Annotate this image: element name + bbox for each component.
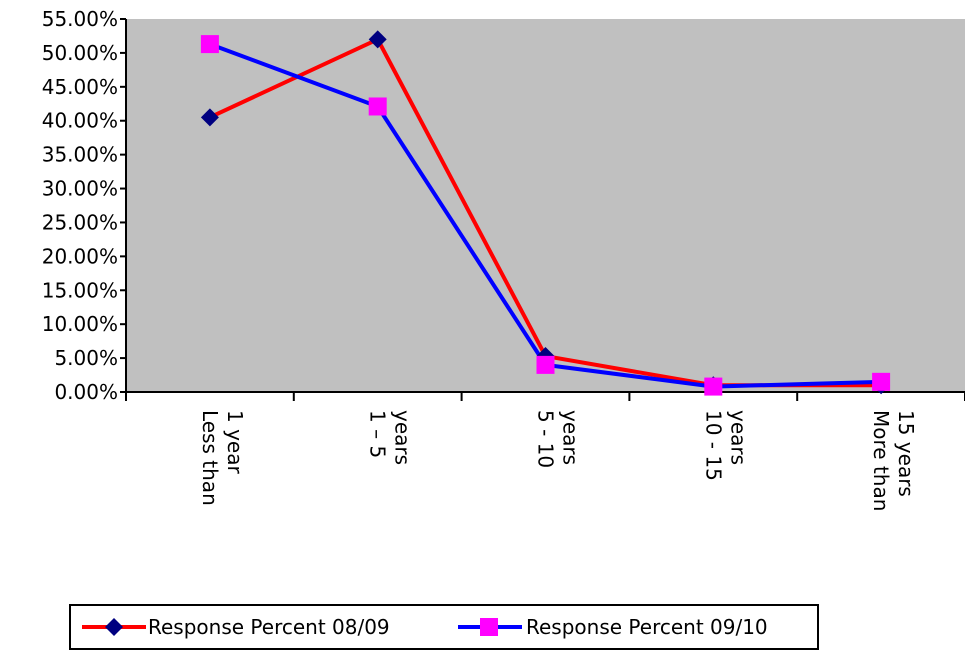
y-tick-label: 20.00%: [42, 244, 118, 268]
y-tick-label: 35.00%: [42, 143, 118, 167]
plot-area: [126, 19, 965, 392]
data-point-square: [200, 35, 219, 54]
y-tick-label: 55.00%: [42, 7, 118, 31]
x-tick-label: Less than 1 year: [198, 410, 247, 506]
x-tick-label-line: 1 – 5: [366, 410, 390, 458]
x-tick-label: 1 – 5 years: [366, 410, 415, 465]
legend-box: [69, 604, 819, 650]
x-tick-label-line: 10 - 15: [701, 410, 725, 481]
legend-label-1: Response Percent 09/10: [526, 615, 768, 639]
y-tick-label: 45.00%: [42, 75, 118, 99]
x-tick-label: More than 15 years: [869, 410, 918, 511]
data-point-square: [872, 372, 891, 391]
legend-label-0: Response Percent 08/09: [148, 615, 390, 639]
series-markers: [200, 30, 891, 396]
y-tick-label: 25.00%: [42, 210, 118, 234]
legend-marker-1: [480, 618, 498, 636]
data-point-square: [536, 355, 555, 374]
data-point-diamond: [200, 108, 219, 127]
y-tick-label: 30.00%: [42, 177, 118, 201]
x-tick-label-line: More than: [869, 410, 893, 511]
x-tick-label-line: years: [559, 410, 583, 465]
y-tick-label: 50.00%: [42, 41, 118, 65]
x-tick-label-line: years: [726, 410, 750, 465]
x-axis: Less than 1 year 1 – 5 years 5 - 10 years 10 -…: [125, 391, 965, 511]
x-tick-label-line: years: [391, 410, 415, 465]
data-point-square: [704, 377, 723, 396]
x-tick-label-line: 5 - 10: [534, 410, 558, 468]
x-tick-label: 10 - 15 years: [701, 410, 750, 481]
x-tick-label-line: 15 years: [894, 410, 918, 497]
y-tick-label: 15.00%: [42, 278, 118, 302]
data-point-square: [368, 97, 387, 116]
x-tick-label-line: 1 year: [223, 410, 247, 474]
y-axis: 0.00% 5.00% 10.00% 15.00% 20.00% 25.00% 30.00%…: [42, 7, 127, 404]
legend-marker-0: [105, 618, 123, 636]
legend: Response Percent 08/09 Response Percent …: [69, 604, 819, 650]
x-tick-label-line: Less than: [198, 410, 222, 506]
data-point-diamond: [368, 30, 387, 49]
y-tick-label: 0.00%: [54, 380, 118, 404]
x-tick-label: 5 - 10 years: [534, 410, 583, 468]
y-tick-label: 10.00%: [42, 312, 118, 336]
y-tick-label: 5.00%: [54, 346, 118, 370]
y-tick-label: 40.00%: [42, 109, 118, 133]
